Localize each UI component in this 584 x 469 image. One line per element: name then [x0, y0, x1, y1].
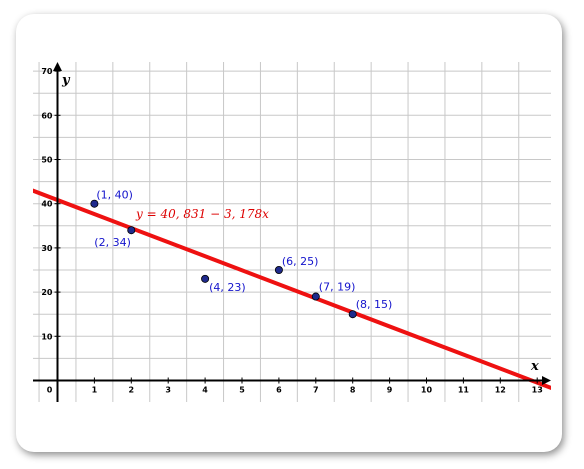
y-tick-label: 30: [41, 244, 53, 253]
data-points: [90, 199, 357, 319]
y-tick-label: 50: [41, 156, 53, 165]
x-tick-label: 6: [276, 386, 282, 395]
regression-line: [33, 188, 551, 391]
regression-line-group: [33, 188, 551, 391]
x-tick-label: 10: [421, 386, 433, 395]
x-tick-label: 13: [532, 386, 543, 395]
x-tick-label: 5: [239, 386, 245, 395]
point-label: (2, 34): [94, 236, 131, 249]
x-axis-label: x: [530, 359, 539, 374]
data-point: [311, 292, 320, 301]
y-axis-label: y: [61, 73, 71, 88]
point-labels: (1, 40) (2, 34) (4, 23) (6, 25)(7, 19)(8, 1…: [94, 189, 392, 312]
y-tick-label: 20: [41, 288, 53, 297]
x-tick-label: 4: [202, 386, 208, 395]
data-point: [348, 310, 357, 319]
data-point: [90, 199, 99, 208]
point-label: (4, 23): [209, 281, 246, 294]
y-tick-label: 70: [41, 67, 53, 76]
x-tick-label: 2: [129, 386, 135, 395]
x-tick-label: 3: [165, 386, 171, 395]
point-label: (8, 15): [356, 298, 393, 311]
x-axis-arrow: [542, 376, 551, 385]
x-tick-label: 1: [92, 386, 98, 395]
x-tick-label: 8: [350, 386, 356, 395]
y-tick-label: 10: [41, 332, 53, 341]
axes: [33, 62, 551, 402]
data-point: [201, 274, 210, 283]
regression-equation: y = 40, 831 − 3, 178x: [135, 207, 269, 221]
x-tick-label: 9: [387, 386, 393, 395]
data-point: [274, 265, 283, 274]
y-tick-label: 40: [41, 200, 53, 209]
x-tick-label: 0: [47, 386, 53, 395]
point-label: (6, 25): [282, 255, 319, 268]
x-tick-label: 7: [313, 386, 319, 395]
grid-lines: [33, 62, 551, 402]
point-label: (1, 40): [96, 189, 133, 202]
chart-card: [16, 14, 562, 452]
data-point: [127, 226, 136, 235]
y-tick-label: 60: [41, 111, 53, 120]
x-tick-label: 12: [495, 386, 506, 395]
x-tick-label: 11: [458, 386, 470, 395]
y-axis-arrow: [53, 62, 62, 71]
point-label: (7, 19): [319, 281, 356, 294]
